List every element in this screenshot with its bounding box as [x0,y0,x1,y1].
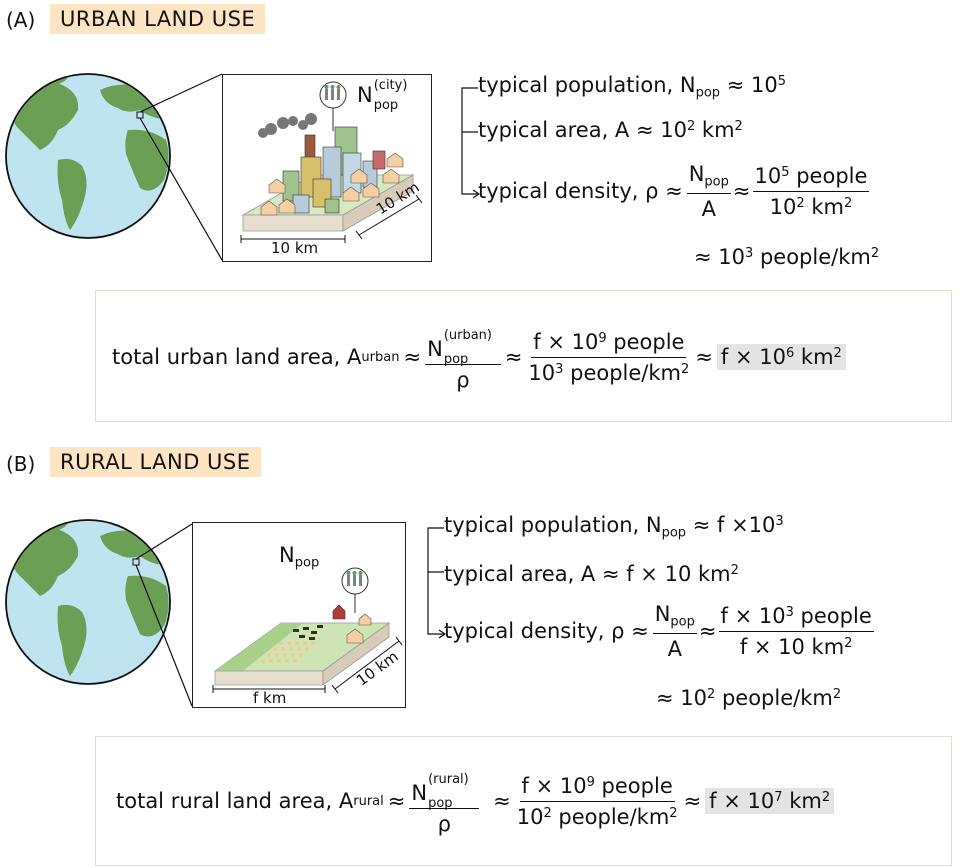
panel-a-bracket [461,87,481,199]
panel-a-population-line: typical population, Npop ≈ 105 [478,73,787,101]
rural-npop-label: Npop [279,543,320,571]
panel-b-label: (B) [6,452,36,476]
panel-a-density-result: ≈ 103 people/km2 [694,245,880,269]
rural-inset: Npop f km 10 km [192,522,406,708]
panel-a-area-line: typical area, A ≈ 102 km2 [478,118,743,142]
panel-b-density-result: ≈ 102 people/km2 [656,686,842,710]
city-width-label: 10 km [271,239,319,257]
panel-b-title: RURAL LAND USE [50,447,261,477]
panel-b-population-line: typical population, Npop ≈ f ×103 [444,513,784,541]
rural-width-label: f km [253,689,287,707]
panel-b-area-line: typical area, A ≈ f × 10 km2 [444,562,739,586]
rural-illustration [212,567,403,694]
panel-b-bracket [427,527,447,639]
panel-a-density-line: typical density, ρ ≈ Npop A ≈ 105 people 1… [478,162,870,221]
city-illustration [240,81,423,243]
panel-a-total-result: f × 106 km2 [716,344,846,370]
panel-a-title: URBAN LAND USE [50,4,266,34]
panel-b-density-line: typical density, ρ ≈ Npop A ≈ f × 103 peo… [444,602,874,661]
city-inset: N (city) pop 10 km 10 km [222,74,432,262]
panel-b-total-box [95,736,952,866]
globe-a-graphic [5,73,223,261]
panel-b-total-result: f × 107 km2 [705,788,835,814]
globe-b-graphic [5,519,193,707]
city-npop-label: N (city) pop [357,78,408,113]
panel-a-label: (A) [6,8,36,32]
panel-a-total-box [95,290,952,422]
